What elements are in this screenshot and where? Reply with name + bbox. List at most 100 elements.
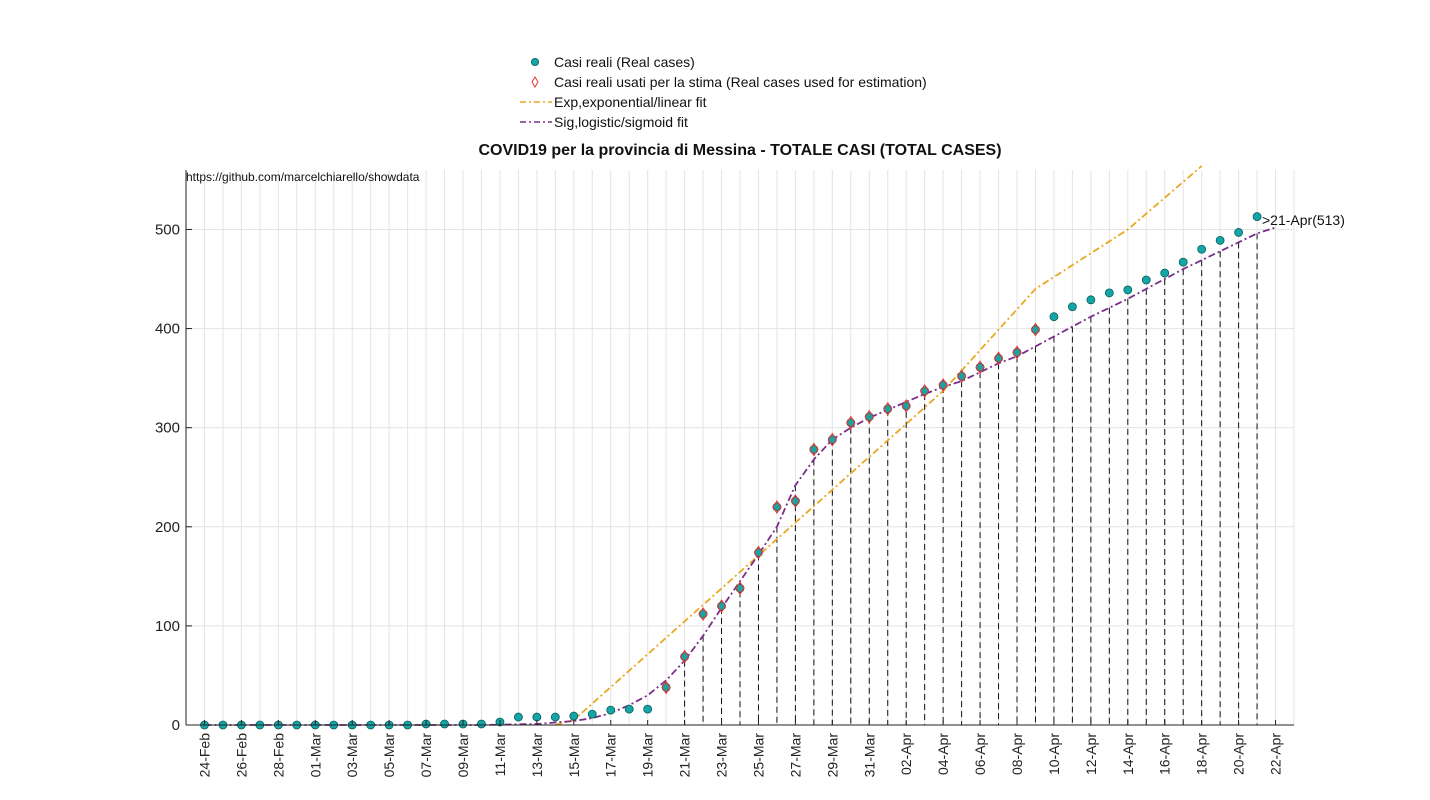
estimation-point	[864, 409, 874, 424]
x-tick-label: 08-Apr	[1009, 733, 1025, 775]
real-case-point	[1252, 212, 1262, 221]
legend-item-sig-fit: Sig,logistic/sigmoid fit	[512, 112, 972, 132]
y-tick-label: 200	[155, 519, 180, 536]
x-tick-label: 03-Mar	[344, 733, 360, 778]
projection-lines	[684, 233, 1258, 725]
x-tick-label: 26-Feb	[233, 733, 249, 778]
legend-label-real: Casi reali (Real cases)	[554, 54, 695, 70]
x-tick-label: 31-Mar	[861, 733, 877, 778]
estimation-point	[846, 415, 856, 430]
real-case-point	[569, 711, 579, 721]
x-tick-label: 16-Apr	[1157, 733, 1173, 775]
real-case-point	[680, 652, 689, 662]
estimation-point	[956, 369, 967, 384]
data-points	[200, 212, 1262, 730]
estimation-point	[679, 649, 690, 664]
real-case-point	[994, 353, 1003, 363]
real-case-point	[754, 548, 763, 557]
x-tick-label: 01-Mar	[307, 733, 323, 778]
estimation-point	[790, 494, 801, 509]
legend-item-exp-fit: Exp,exponential/linear fit	[512, 92, 972, 112]
x-tick-label: 22-Apr	[1268, 733, 1284, 775]
real-case-point	[717, 601, 726, 611]
real-case-point	[735, 583, 745, 593]
chart-title: COVID19 per la provincia di Messina - TO…	[478, 142, 1002, 159]
estimation-point	[1012, 345, 1022, 360]
x-tick-label: 15-Mar	[566, 733, 582, 778]
real-case-point	[1178, 257, 1188, 267]
real-case-point	[587, 709, 597, 719]
y-tick-label: 100	[155, 618, 180, 635]
x-tick-label: 25-Mar	[750, 733, 766, 778]
y-tick-label: 400	[155, 321, 180, 338]
x-tick-label: 20-Apr	[1231, 733, 1247, 775]
y-tick-label: 300	[155, 420, 180, 437]
estimation-point	[1030, 322, 1041, 337]
estimation-point	[772, 499, 782, 514]
exp-fit-line	[555, 165, 1203, 726]
real-case-point	[1160, 268, 1170, 278]
estimation-point	[753, 545, 764, 560]
x-tick-label: 07-Mar	[418, 733, 434, 778]
x-tick-label: 05-Mar	[381, 733, 397, 778]
legend-line-exp-fit	[520, 101, 552, 103]
real-case-point	[661, 682, 671, 692]
y-tick-label: 500	[155, 221, 180, 238]
legend-label-estimation: Casi reali usati per la stima (Real case…	[554, 74, 927, 90]
y-tick-label: 0	[172, 717, 180, 734]
x-tick-label: 21-Mar	[677, 733, 693, 778]
real-case-point	[532, 712, 542, 722]
x-tick-label: 28-Feb	[270, 733, 286, 778]
real-case-point	[1197, 244, 1207, 254]
estimation-point	[809, 442, 819, 457]
x-tick-label: 17-Mar	[603, 733, 619, 778]
real-case-point	[957, 371, 966, 381]
real-case-point	[1012, 347, 1022, 357]
x-tick-label: 24-Feb	[196, 733, 212, 778]
legend-item-real: Casi reali (Real cases)	[512, 52, 972, 72]
estimation-point	[827, 432, 837, 447]
real-case-point	[791, 496, 800, 506]
estimation-point	[735, 581, 745, 596]
real-case-point	[809, 445, 819, 454]
real-case-point	[1104, 288, 1114, 298]
x-tick-label: 09-Mar	[455, 733, 471, 778]
real-case-point	[1123, 285, 1133, 295]
real-case-point	[1086, 295, 1096, 305]
y-tick-labels: 0 100 200 300 400 500	[155, 221, 180, 734]
real-case-point	[1215, 235, 1225, 245]
estimation-point	[661, 680, 671, 695]
legend-label-sig-fit: Sig,logistic/sigmoid fit	[554, 114, 688, 130]
real-case-point	[1234, 228, 1243, 237]
real-case-point	[514, 712, 523, 722]
estimation-point	[938, 378, 948, 393]
real-case-point	[920, 386, 930, 396]
real-case-point	[606, 705, 616, 715]
legend-item-estimation: Casi reali usati per la stima (Real case…	[512, 72, 972, 92]
estimation-point	[975, 360, 985, 375]
legend: Casi reali (Real cases) Casi reali usati…	[512, 52, 972, 134]
real-case-point	[846, 418, 856, 428]
real-case-point	[864, 412, 874, 422]
x-tick-label: 13-Mar	[529, 733, 545, 778]
legend-label-exp-fit: Exp,exponential/linear fit	[554, 94, 707, 110]
real-case-point	[624, 704, 634, 714]
x-tick-label: 19-Mar	[640, 733, 656, 778]
real-case-point	[643, 704, 653, 714]
x-tick-label: 04-Apr	[935, 733, 951, 775]
legend-marker-estimation	[531, 76, 539, 88]
real-case-point	[772, 502, 782, 512]
real-case-point	[1068, 302, 1077, 312]
real-case-point	[827, 435, 837, 444]
estimation-point	[920, 384, 930, 399]
x-tick-label: 06-Apr	[972, 733, 988, 775]
last-point-annotation: >21-Apr(513)	[1262, 212, 1345, 228]
real-case-point	[550, 712, 560, 722]
x-tick-labels: 24-Feb 26-Feb 28-Feb 01-Mar 03-Mar 05-Mar 07-M…	[196, 733, 1283, 778]
real-case-point	[975, 362, 985, 372]
real-case-point	[698, 609, 708, 619]
real-case-point	[1031, 325, 1040, 334]
x-tick-label: 18-Apr	[1194, 733, 1210, 775]
legend-line-sig-fit	[520, 121, 552, 123]
